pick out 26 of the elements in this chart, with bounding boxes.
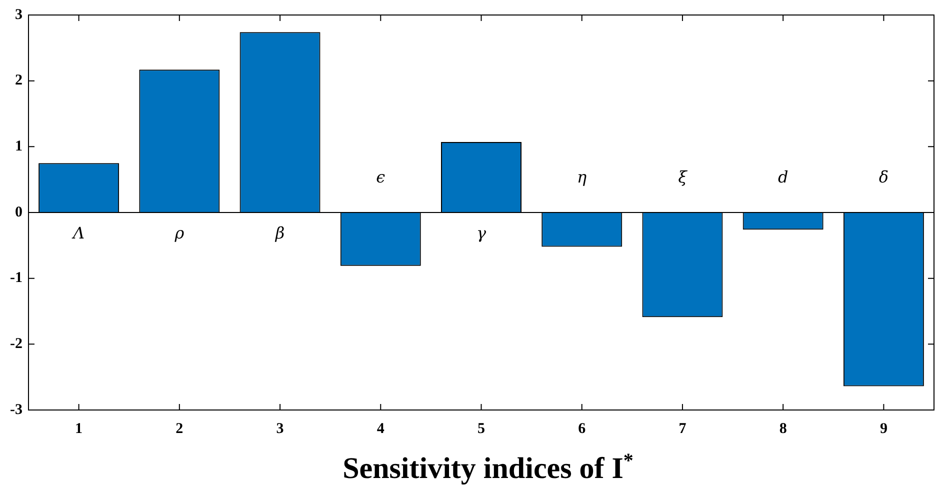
x-tick-label: 7 bbox=[678, 420, 687, 437]
annotation: Λ bbox=[71, 224, 85, 243]
x-tick-label: 8 bbox=[779, 420, 787, 437]
x-tick-label: 6 bbox=[578, 420, 586, 437]
y-tick-label: 1 bbox=[14, 138, 22, 155]
x-tick-label: 5 bbox=[478, 420, 485, 437]
x-tick-label: 1 bbox=[75, 420, 83, 437]
annotation: d bbox=[778, 168, 788, 187]
x-tick-label: 9 bbox=[880, 420, 888, 437]
y-tick-label: -3 bbox=[10, 402, 22, 418]
annotation: ρ bbox=[174, 224, 185, 243]
x-tick-label: 3 bbox=[276, 420, 284, 437]
y-tick-label: 3 bbox=[14, 6, 22, 23]
annotation: ξ bbox=[678, 168, 688, 187]
y-tick-label: 0 bbox=[14, 204, 22, 220]
annotation: δ bbox=[878, 168, 889, 187]
annotation: β bbox=[274, 224, 285, 243]
y-tick-label: -1 bbox=[10, 270, 22, 286]
y-tick-label: -2 bbox=[10, 336, 22, 352]
x-tick-label: 2 bbox=[176, 420, 184, 437]
x-tick-label: 4 bbox=[376, 420, 385, 437]
x-axis-title: Sensitivity indices of I$^{*}$ bbox=[342, 450, 634, 486]
annotation: η bbox=[577, 168, 588, 187]
y-tick-label: 2 bbox=[14, 72, 22, 89]
annotation: ϵ bbox=[376, 168, 386, 187]
annotation: γ bbox=[476, 224, 486, 243]
